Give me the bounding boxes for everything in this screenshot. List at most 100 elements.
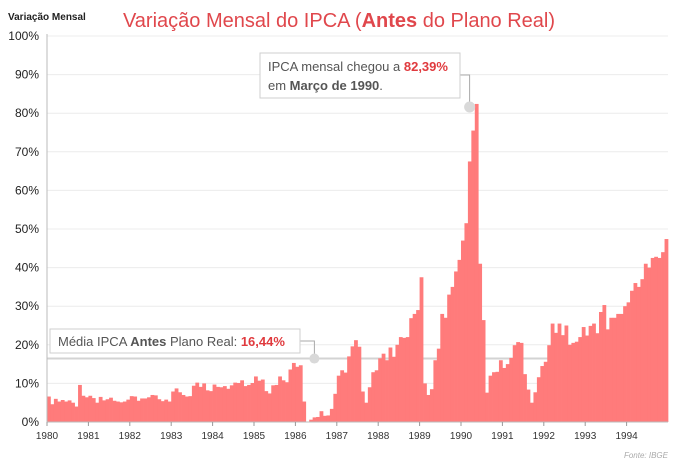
bar [588, 325, 593, 422]
average-label: Média IPCA Antes Plano Real: 16,44% [58, 334, 285, 349]
bar [557, 323, 562, 422]
bar [616, 313, 621, 422]
x-tick-label: 1986 [284, 431, 307, 442]
x-tick-label: 1980 [36, 431, 59, 442]
bar [474, 103, 479, 422]
bar [436, 348, 441, 422]
bar [185, 396, 189, 422]
bar [433, 360, 438, 422]
bar [302, 401, 307, 422]
bar [636, 286, 641, 422]
bar [492, 372, 496, 422]
y-tick-label: 30% [15, 299, 39, 313]
x-tick-label: 1989 [408, 431, 431, 442]
bar [67, 400, 72, 422]
bar [447, 294, 451, 422]
bar [650, 257, 655, 422]
x-tick-label: 1984 [201, 431, 224, 442]
x-tick-labels: 1980 1981 1982 1983 1984 1985 1986 1987 1988 1989… [36, 431, 638, 442]
bar [543, 361, 548, 422]
bar [298, 365, 303, 422]
bar [450, 286, 455, 422]
bar [364, 402, 369, 422]
bar [440, 313, 445, 422]
bar [626, 302, 631, 422]
y-axis-label: Variação Mensal [8, 12, 86, 23]
bar [512, 345, 517, 422]
bar [47, 396, 51, 422]
bar [526, 389, 531, 422]
bar [550, 323, 555, 422]
bar [657, 257, 662, 422]
bar [122, 401, 127, 422]
y-tick-label: 50% [15, 222, 39, 236]
bar [78, 384, 82, 422]
bar [102, 400, 106, 422]
peak-label-line2: em Março de 1990. [268, 78, 383, 93]
bar [309, 419, 313, 422]
bar [409, 318, 414, 422]
bar [267, 393, 272, 422]
chart-title-post: do Plano Real) [417, 10, 555, 32]
y-tick-label: 10% [15, 376, 39, 390]
x-tick-label: 1987 [326, 431, 349, 442]
bar [57, 401, 62, 422]
average-label-box [49, 328, 301, 354]
bar [178, 392, 182, 422]
bar [312, 417, 317, 422]
bar [443, 317, 448, 422]
x-tick-label: 1990 [450, 431, 473, 442]
y-tick-labels: 0% 10% 20% 30% 40% 50% 60% 70% 80% 90% 100% [8, 29, 39, 429]
bar [191, 385, 196, 422]
bar [378, 358, 382, 422]
bar [381, 353, 386, 422]
x-tick-label: 1982 [119, 431, 142, 442]
bar [333, 393, 338, 422]
bar [147, 397, 151, 422]
bar [505, 364, 510, 422]
bar [429, 389, 434, 422]
bar [633, 283, 638, 422]
bar [516, 342, 520, 422]
bar [160, 401, 165, 422]
bar [609, 317, 614, 422]
bar [88, 395, 93, 422]
bar [405, 337, 410, 422]
x-tick-label: 1992 [533, 431, 556, 442]
bar [98, 396, 103, 422]
bar [467, 161, 472, 422]
bar [202, 383, 207, 422]
bar [564, 325, 569, 422]
bar [647, 267, 652, 422]
bar [219, 387, 224, 422]
bar [240, 380, 244, 422]
bar [326, 415, 331, 422]
peak-label-box [259, 52, 461, 99]
bar [129, 396, 134, 422]
bar [140, 398, 144, 422]
bar [236, 383, 241, 422]
bar [195, 382, 200, 422]
x-tick-label: 1981 [77, 431, 100, 442]
bar [64, 401, 69, 422]
bar [153, 395, 158, 422]
bar [171, 391, 175, 422]
bar [561, 335, 565, 422]
bar [509, 357, 514, 422]
bar [319, 411, 324, 422]
bar [285, 382, 289, 422]
bar [630, 290, 634, 422]
chart-title: Variação Mensal do IPCA (Antes do Plano … [123, 10, 555, 32]
bar [602, 305, 607, 422]
bar [226, 388, 231, 422]
bar [136, 400, 141, 422]
x-tick-label: 1991 [491, 431, 514, 442]
bar [323, 415, 327, 422]
bar [595, 333, 600, 422]
average-value: 16,44% [241, 334, 286, 349]
y-tick-label: 20% [15, 338, 39, 352]
bar [498, 360, 503, 422]
bar [495, 371, 500, 422]
bar [536, 377, 541, 422]
